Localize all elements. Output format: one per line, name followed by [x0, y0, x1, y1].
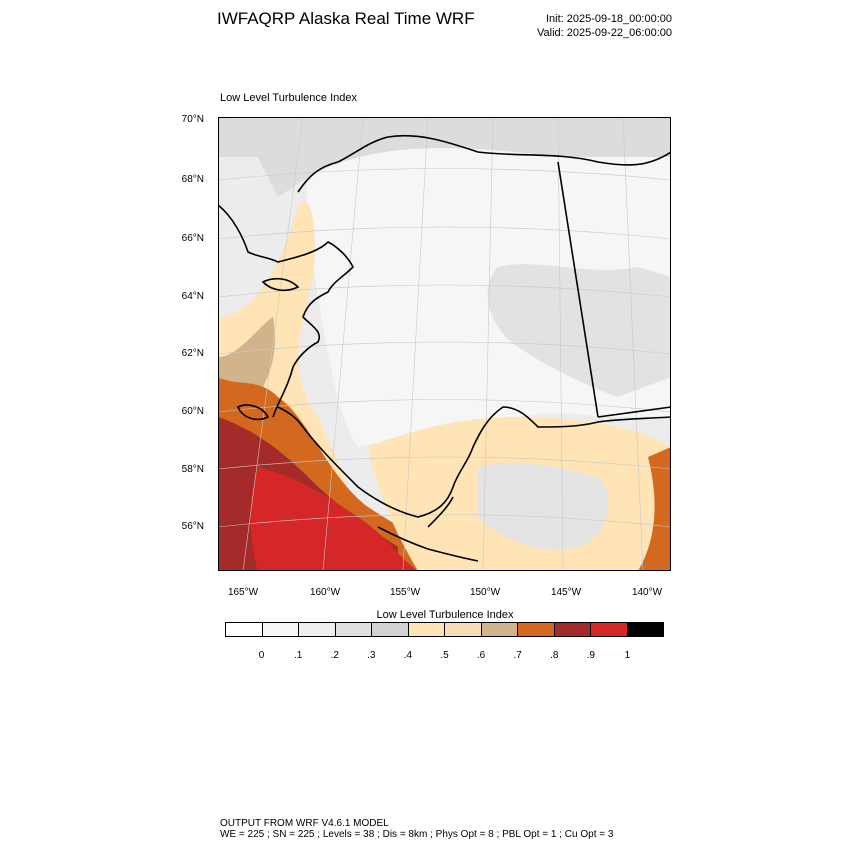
panel-label: Low Level Turbulence Index: [220, 92, 357, 104]
colorbar-box: [408, 623, 445, 636]
colorbar-title: Low Level Turbulence Index: [376, 609, 514, 621]
colorbar-tick-label: 1: [624, 650, 631, 661]
lat-label: 66°N: [181, 233, 204, 244]
colorbar-tick-label: .4: [403, 650, 413, 661]
field-sw-red: [250, 467, 418, 571]
lon-label: 165°W: [227, 587, 259, 598]
field-arctic-gray: [218, 117, 671, 197]
colorbar-box: [445, 623, 482, 636]
colorbar-tick-label: .7: [513, 650, 522, 661]
lat-label: 70°N: [181, 114, 204, 125]
colorbar-tick-label: .6: [476, 650, 486, 661]
field-gulf-gray: [478, 462, 609, 550]
colorbar-tick-label: .2: [330, 650, 339, 661]
lon-label: 150°W: [469, 587, 501, 598]
field-se-orange: [638, 447, 671, 571]
lat-label: 68°N: [181, 174, 204, 185]
lat-label: 56°N: [181, 521, 204, 532]
plot-title: IWFAQRP Alaska Real Time WRF: [217, 9, 475, 28]
lon-label: 140°W: [631, 587, 663, 598]
lon-label: 145°W: [550, 587, 582, 598]
footer-model: OUTPUT FROM WRF V4.6.1 MODEL: [220, 818, 389, 829]
field-gray-patch: [487, 264, 671, 397]
colorbar: [225, 622, 664, 637]
colorbar-tick-label: 0: [258, 650, 265, 661]
lat-label: 64°N: [181, 291, 204, 302]
colorbar-tick-label: .3: [367, 650, 376, 661]
colorbar-box: [335, 623, 372, 636]
valid-time: Valid: 2025-09-22_06:00:00: [537, 27, 672, 39]
lat-label: 60°N: [181, 406, 204, 417]
lat-label: 62°N: [181, 348, 204, 359]
colorbar-box: [554, 623, 591, 636]
colorbar-tick-label: .5: [440, 650, 449, 661]
lon-label: 155°W: [389, 587, 421, 598]
colorbar-box: [591, 623, 628, 636]
colorbar-tick-label: .8: [550, 650, 559, 661]
colorbar-box: [518, 623, 555, 636]
lon-label: 160°W: [309, 587, 341, 598]
init-time: Init: 2025-09-18_00:00:00: [546, 13, 672, 25]
graticule: [218, 117, 671, 571]
colorbar-tick-label: .9: [586, 650, 595, 661]
colorbar-box: [262, 623, 299, 636]
footer-config: WE = 225 ; SN = 225 ; Levels = 38 ; Dis …: [220, 829, 614, 840]
turbulence-map: [218, 117, 671, 571]
colorbar-tick-label: .1: [293, 650, 303, 661]
colorbar-box: [627, 623, 663, 636]
colorbar-box: [226, 623, 263, 636]
colorbar-box: [372, 623, 409, 636]
coastline: [218, 134, 671, 562]
colorbar-box: [299, 623, 336, 636]
lat-label: 58°N: [181, 464, 204, 475]
colorbar-box: [481, 623, 518, 636]
